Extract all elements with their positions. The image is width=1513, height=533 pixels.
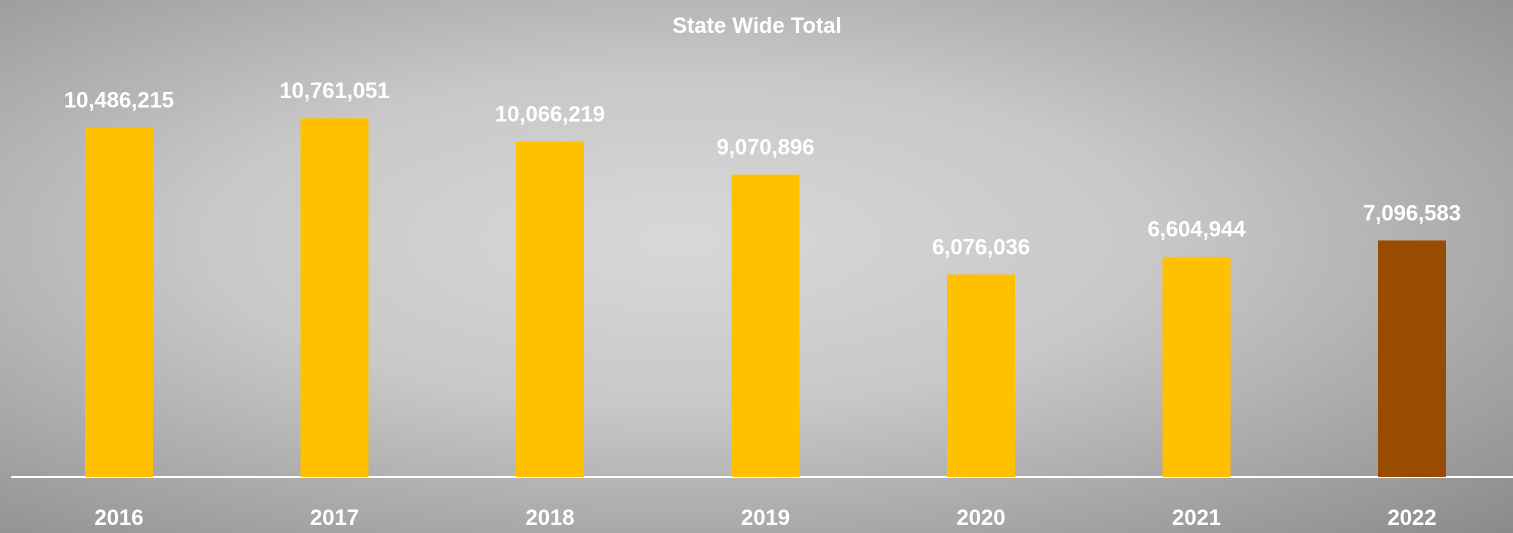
bar xyxy=(1162,256,1231,477)
data-label: 6,604,944 xyxy=(1148,217,1247,242)
x-tick-label: 2016 xyxy=(95,505,144,530)
data-label: 10,761,051 xyxy=(279,78,389,103)
bar xyxy=(300,118,369,477)
data-label: 10,066,219 xyxy=(495,101,605,126)
x-tick-label: 2022 xyxy=(1388,505,1437,530)
bar xyxy=(85,127,153,477)
x-tick-label: 2020 xyxy=(957,505,1006,530)
x-tick-label: 2018 xyxy=(526,505,575,530)
bar xyxy=(1378,240,1446,477)
x-tick-label: 2021 xyxy=(1172,505,1221,530)
bar xyxy=(947,274,1015,477)
bar xyxy=(731,174,800,478)
data-label: 7,096,583 xyxy=(1363,200,1461,225)
x-tick-label: 2017 xyxy=(310,505,359,530)
x-tick-label: 2019 xyxy=(741,505,790,530)
bar xyxy=(516,141,584,478)
data-label: 9,070,896 xyxy=(717,134,815,159)
chart-title: State Wide Total xyxy=(672,13,841,38)
data-label: 10,486,215 xyxy=(64,87,174,112)
data-label: 6,076,036 xyxy=(932,234,1030,259)
